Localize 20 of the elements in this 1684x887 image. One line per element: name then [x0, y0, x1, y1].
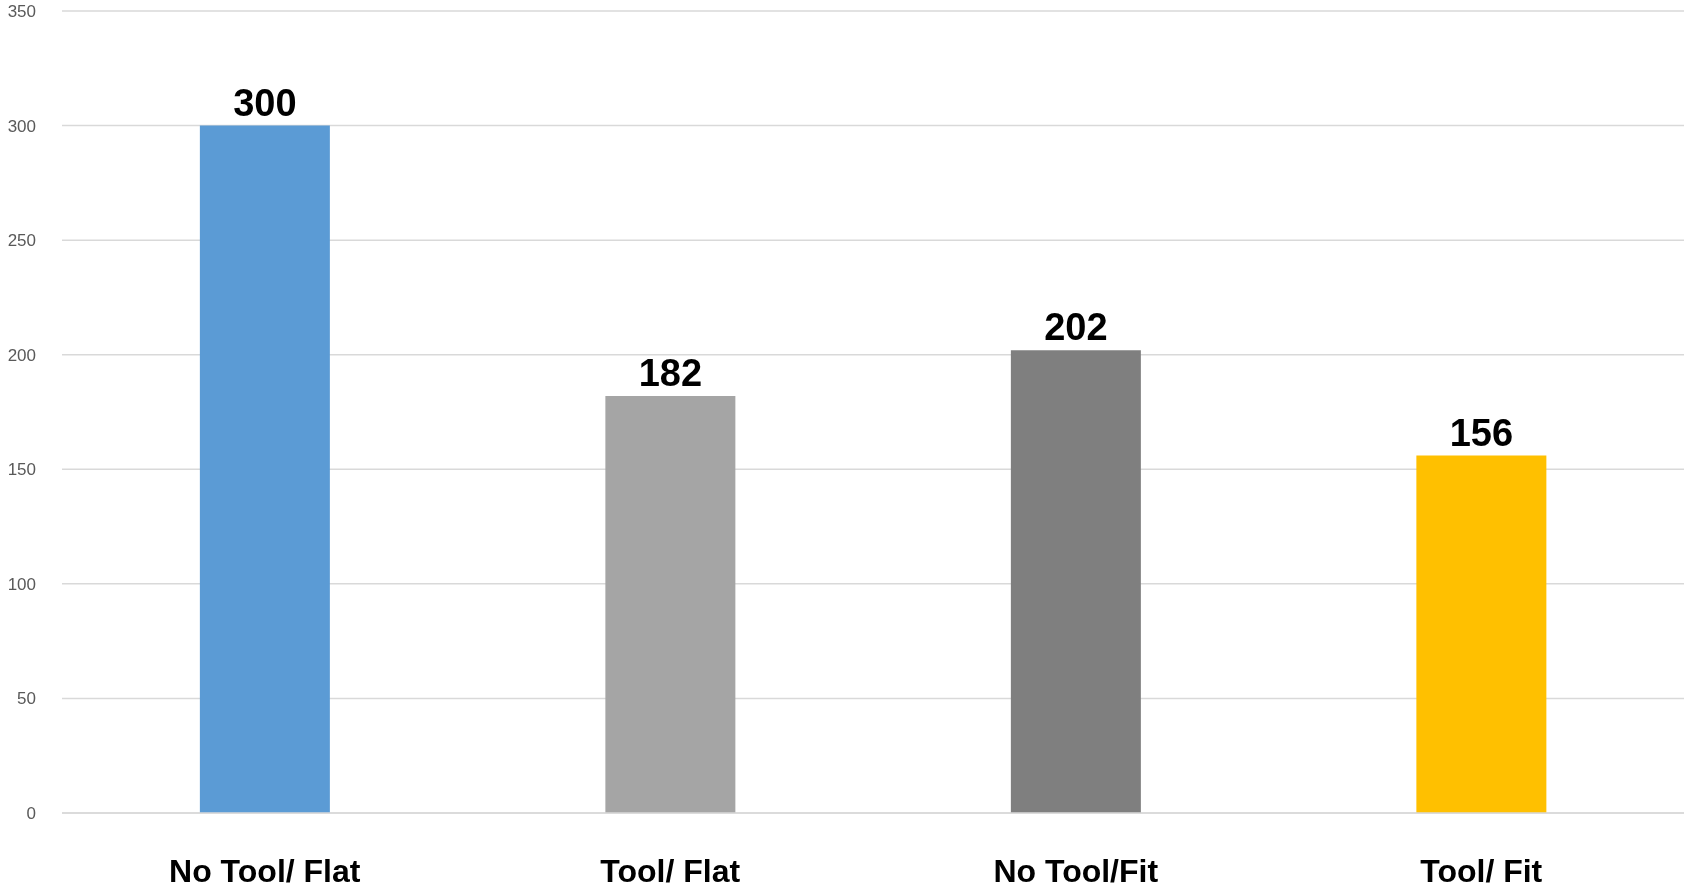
y-tick-label: 200 — [7, 345, 36, 365]
data-label: 300 — [233, 81, 297, 124]
y-tick-label: 0 — [26, 804, 36, 824]
y-tick-label: 150 — [7, 460, 36, 480]
bar — [1416, 455, 1547, 813]
x-tick-label: No Tool/ Flat — [169, 852, 361, 887]
y-tick-label: 50 — [17, 689, 36, 709]
data-label: 202 — [1044, 306, 1108, 349]
y-tick-label: 100 — [7, 574, 36, 594]
y-tick-label: 300 — [7, 116, 36, 136]
data-label: 156 — [1449, 411, 1514, 454]
x-tick-label: Tool/ Fit — [1420, 852, 1543, 887]
bar — [1010, 350, 1141, 813]
y-tick-label: 350 — [7, 2, 36, 22]
x-tick-label: Tool/ Flat — [600, 852, 741, 887]
bar — [199, 125, 330, 813]
x-tick-label: No Tool/Fit — [993, 852, 1159, 887]
data-label: 182 — [638, 351, 703, 394]
y-tick-label: 250 — [7, 231, 36, 251]
bar — [605, 395, 736, 813]
